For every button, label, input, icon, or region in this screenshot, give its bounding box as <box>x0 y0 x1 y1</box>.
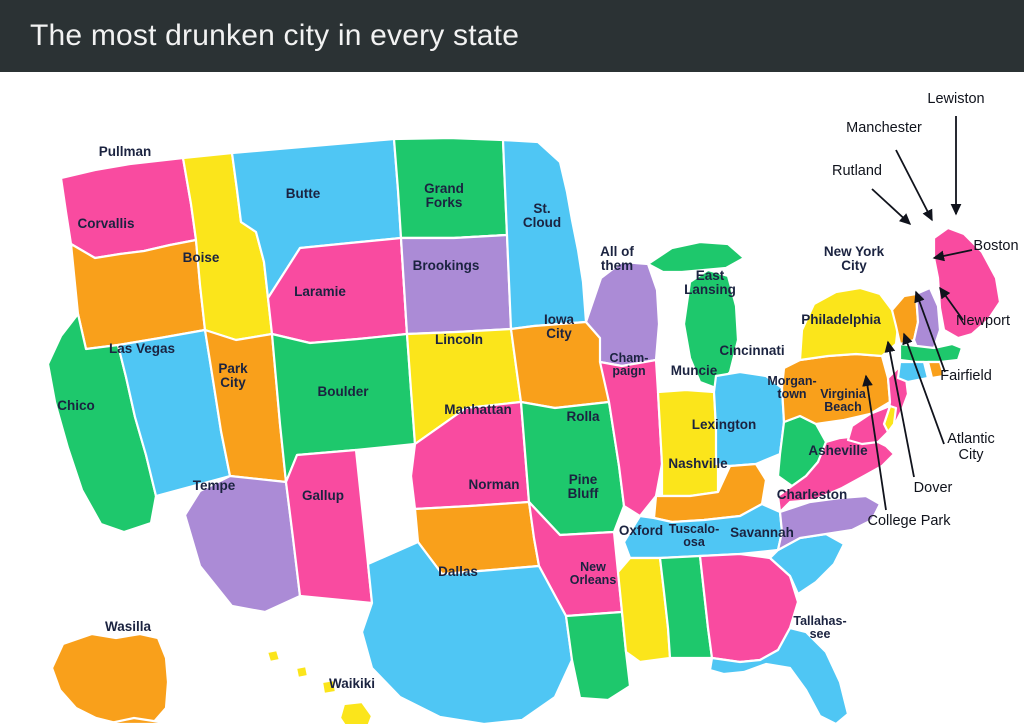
state-CO[interactable] <box>270 332 417 484</box>
leader-label-RI: Newport <box>956 313 1010 330</box>
state-MA[interactable] <box>898 342 964 364</box>
state-AK[interactable] <box>50 632 170 724</box>
state-HI-3[interactable] <box>320 678 338 696</box>
state-HI-4[interactable] <box>338 700 374 724</box>
state-NY[interactable] <box>798 286 900 362</box>
map-container: Pullman Corvallis Boise Butte Grand Fork… <box>0 72 1024 724</box>
leader-label-NJ: Atlantic City <box>947 431 995 463</box>
state-HI-1[interactable] <box>265 648 282 664</box>
state-shapes-group <box>46 136 1002 724</box>
state-CT[interactable] <box>896 360 930 384</box>
state-LA[interactable] <box>564 610 632 702</box>
us-states-map <box>46 136 1002 724</box>
leader-label-MD: College Park <box>867 513 951 530</box>
state-WI[interactable] <box>584 260 661 368</box>
state-MN[interactable] <box>501 138 588 331</box>
state-IN[interactable] <box>656 388 720 498</box>
leader-label-NH: Manchester <box>846 120 922 137</box>
page-title: The most drunken city in every state <box>30 19 520 52</box>
state-TX[interactable] <box>360 540 574 724</box>
leader-label-VT: Rutland <box>832 163 882 180</box>
state-MI-up[interactable] <box>646 240 746 274</box>
state-FL[interactable] <box>708 626 850 724</box>
leader-label-CT: Fairfield <box>940 368 992 385</box>
leader-label-ME: Lewiston <box>927 91 985 108</box>
title-bar: The most drunken city in every state <box>0 0 1024 72</box>
state-ND[interactable] <box>392 136 509 240</box>
state-AK-tail[interactable] <box>104 716 180 724</box>
state-AZ[interactable] <box>183 474 302 614</box>
leader-label-DE: Dover <box>913 480 953 497</box>
state-NM[interactable] <box>284 448 374 605</box>
state-OH[interactable] <box>712 370 786 468</box>
state-SD2[interactable] <box>399 233 513 336</box>
state-IA[interactable] <box>509 320 611 410</box>
state-NH[interactable] <box>912 286 942 352</box>
state-MI-lp[interactable] <box>682 268 740 390</box>
state-HI-2[interactable] <box>294 664 310 680</box>
leader-label-MA: Boston <box>973 238 1019 255</box>
